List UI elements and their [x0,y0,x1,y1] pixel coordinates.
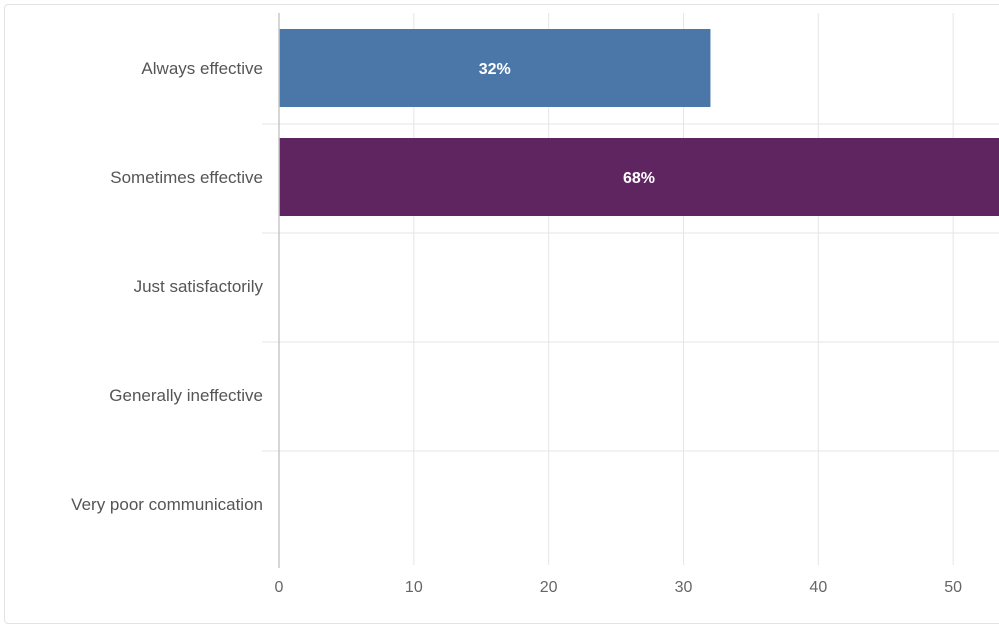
x-tick-label: 40 [809,579,827,596]
bars [279,29,999,216]
data-labels: 32% 68% [479,61,655,187]
category-label: Always effective [141,59,263,78]
bar-data-label: 68% [623,170,655,187]
x-tick-label: 20 [540,579,558,596]
category-label: Just satisfactorily [134,277,264,296]
category-labels: Always effective Sometimes effective Just … [71,59,263,514]
category-label: Generally ineffective [109,386,263,405]
x-tick-label: 0 [275,579,284,596]
bar [279,29,711,107]
x-tick-label: 10 [405,579,423,596]
x-tick-label: 30 [675,579,693,596]
x-axis: 0 10 20 30 40 50 [275,13,962,596]
category-label: Sometimes effective [110,168,263,187]
bar-chart: 0 10 20 30 40 50 Always effective Sometimes ef… [71,13,999,596]
x-tick-label: 50 [944,579,962,596]
bar [279,138,999,216]
bar-data-label: 32% [479,61,511,78]
category-label: Very poor communication [71,495,263,514]
